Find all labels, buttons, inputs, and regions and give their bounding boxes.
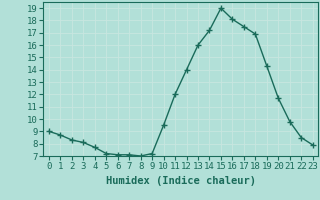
X-axis label: Humidex (Indice chaleur): Humidex (Indice chaleur) bbox=[106, 176, 256, 186]
